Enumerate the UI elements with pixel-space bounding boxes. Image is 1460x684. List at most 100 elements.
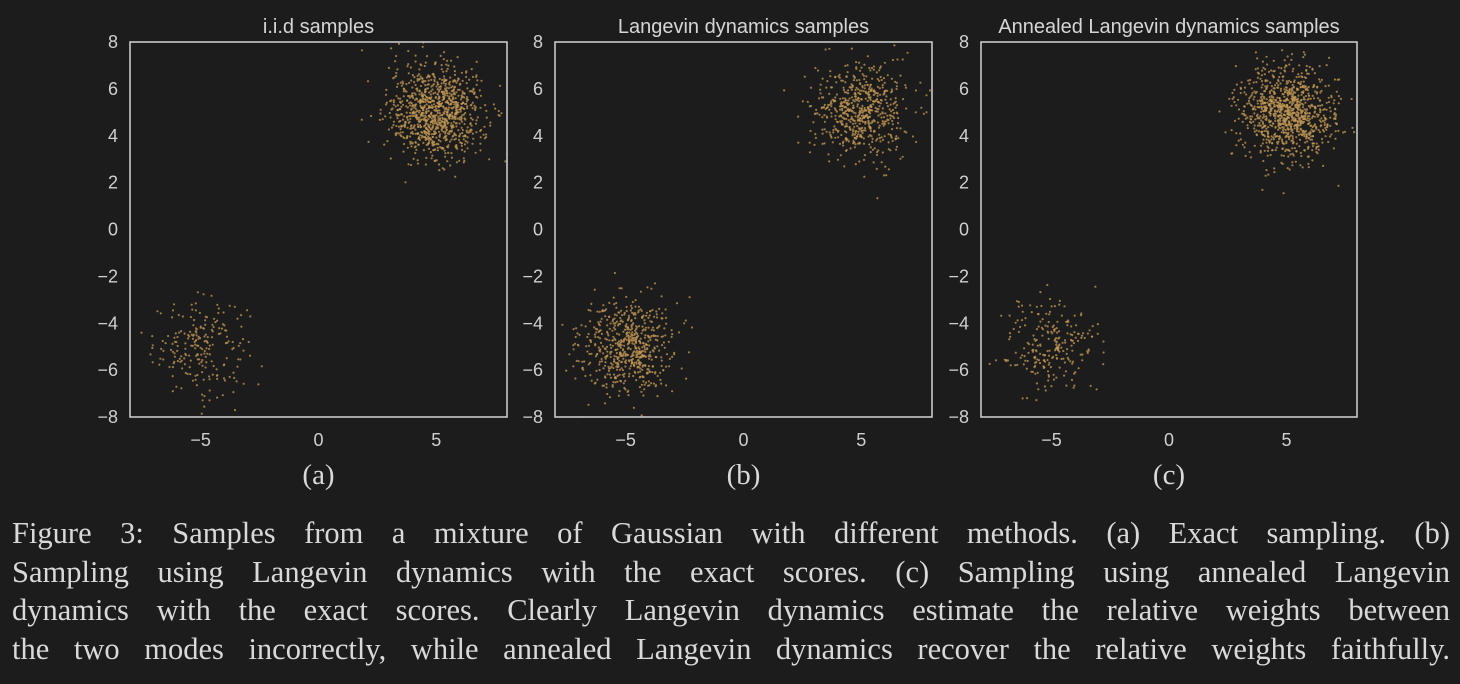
data-point: [1294, 95, 1297, 98]
data-point: [1337, 184, 1340, 187]
data-point: [623, 372, 626, 375]
data-point: [880, 161, 883, 164]
data-point: [402, 95, 405, 98]
data-point: [879, 75, 882, 79]
data-point: [415, 113, 418, 116]
data-point: [186, 372, 189, 376]
data-point: [1317, 113, 1320, 116]
data-point: [206, 352, 209, 355]
data-point: [1295, 76, 1298, 79]
data-point: [1272, 75, 1275, 78]
data-point: [1014, 364, 1017, 367]
data-point: [409, 66, 412, 69]
data-point: [618, 287, 621, 290]
data-point: [194, 330, 197, 333]
data-point: [619, 379, 622, 382]
data-point: [1282, 154, 1285, 157]
data-point: [443, 78, 446, 81]
data-point: [583, 360, 586, 363]
data-point: [891, 108, 895, 112]
data-point: [466, 107, 469, 110]
data-point: [1339, 97, 1343, 100]
data-point: [1269, 107, 1272, 110]
data-point: [841, 109, 844, 112]
data-point: [164, 342, 167, 345]
data-point: [1300, 72, 1303, 75]
data-point: [1034, 372, 1037, 375]
data-point: [446, 114, 449, 117]
data-point: [1063, 374, 1066, 377]
data-point: [631, 311, 634, 314]
data-point: [1285, 98, 1288, 102]
data-point: [1278, 114, 1282, 117]
data-point: [1325, 108, 1328, 111]
data-point: [1268, 112, 1271, 115]
data-point: [821, 142, 824, 145]
data-point: [1318, 78, 1321, 81]
data-point: [1284, 136, 1287, 139]
data-point: [1264, 68, 1267, 71]
data-point: [851, 129, 855, 133]
data-point: [462, 101, 465, 104]
data-point: [1228, 97, 1231, 100]
data-point: [1243, 105, 1246, 108]
data-point: [1263, 129, 1266, 132]
data-point: [845, 91, 848, 94]
data-point: [850, 115, 853, 118]
data-point: [920, 106, 923, 109]
data-point: [475, 131, 478, 134]
data-point: [631, 342, 634, 345]
data-point: [1064, 370, 1067, 373]
data-point: [480, 79, 483, 82]
data-point: [573, 342, 577, 345]
data-point: [1263, 149, 1266, 152]
data-point: [233, 409, 237, 412]
data-point: [420, 106, 423, 109]
data-point: [456, 56, 459, 59]
data-point: [161, 339, 164, 343]
data-point: [841, 107, 844, 110]
data-point: [1055, 343, 1058, 346]
data-point: [1031, 343, 1034, 346]
data-point: [650, 328, 653, 331]
data-point: [1288, 105, 1292, 108]
data-point: [855, 79, 858, 82]
data-point: [1091, 325, 1094, 328]
data-point: [417, 117, 420, 120]
data-point: [1290, 109, 1293, 112]
data-point: [1273, 110, 1277, 113]
data-point: [1271, 122, 1275, 125]
data-point: [1288, 101, 1291, 104]
y-tick-label: −6: [522, 360, 543, 380]
data-point: [1019, 356, 1022, 359]
y-tick-label: 0: [533, 220, 543, 240]
data-point: [461, 79, 464, 82]
data-point: [606, 373, 609, 376]
data-point: [425, 110, 428, 113]
data-point: [421, 95, 425, 98]
data-point: [880, 99, 883, 102]
data-point: [463, 122, 466, 126]
data-point: [1270, 135, 1273, 138]
data-point: [660, 356, 663, 359]
data-point: [399, 131, 402, 134]
data-point: [621, 369, 625, 372]
data-point: [1058, 303, 1061, 306]
data-point: [828, 92, 831, 95]
data-point: [439, 146, 442, 149]
data-point: [1224, 131, 1227, 134]
data-point: [197, 344, 200, 347]
data-point: [237, 344, 240, 347]
data-point: [1281, 75, 1284, 78]
data-point: [196, 291, 199, 294]
data-point: [1334, 137, 1337, 140]
data-point: [459, 98, 463, 101]
data-point: [193, 318, 196, 322]
data-point: [1291, 147, 1294, 150]
data-point: [183, 332, 186, 335]
data-point: [1335, 123, 1338, 126]
data-point: [837, 75, 840, 78]
data-point: [1299, 101, 1302, 104]
data-point: [413, 146, 416, 149]
data-point: [475, 75, 478, 79]
